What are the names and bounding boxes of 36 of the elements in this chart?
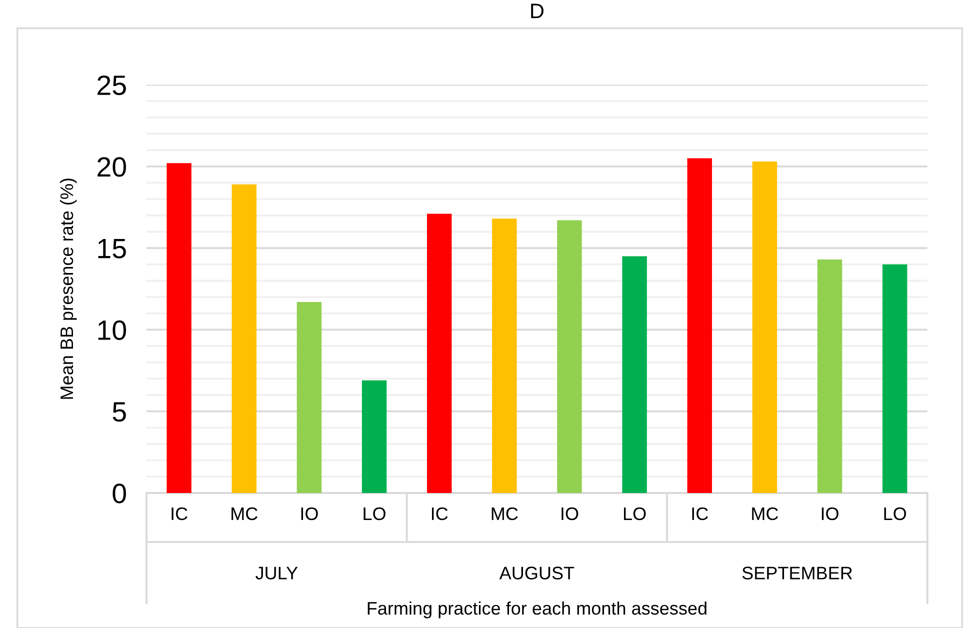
- y-tick-label: 20: [98, 157, 126, 177]
- bar: [817, 259, 842, 493]
- x-tick-label: LO: [624, 507, 646, 520]
- y-tick-label: 15: [98, 239, 126, 258]
- bar: [362, 380, 387, 493]
- bar: [426, 214, 452, 493]
- bar: [882, 264, 908, 493]
- bar: [492, 218, 517, 493]
- x-tick-label: LO: [364, 507, 386, 520]
- chart-title: D: [531, 4, 544, 18]
- y-tick-label: 0: [112, 484, 126, 504]
- bar: [232, 184, 256, 493]
- x-tick-label: IO: [822, 507, 838, 520]
- y-tick-label: 10: [98, 320, 126, 340]
- x-tick-label: MC: [232, 507, 258, 520]
- text: AUGUST: [499, 566, 574, 580]
- x-tick-label: IC: [432, 507, 448, 520]
- y-tick-label: 5: [112, 402, 126, 422]
- x-tick-label: IO: [562, 507, 578, 520]
- y-axis-title: Mean BB presence rate (%): [60, 178, 77, 399]
- y-tick-label: 25: [98, 75, 126, 96]
- bar: [752, 162, 778, 493]
- x-tick-label: IC: [692, 507, 708, 520]
- bar: [296, 302, 322, 493]
- bar: [557, 220, 582, 493]
- bar: [622, 256, 647, 493]
- bar: [687, 158, 712, 493]
- x-tick-label: MC: [752, 507, 778, 520]
- x-axis-title: Farming practice for each month assessed: [368, 601, 706, 618]
- x-tick-label: IC: [172, 507, 188, 520]
- x-tick-label: LO: [884, 507, 906, 520]
- x-tick-label: MC: [492, 507, 518, 520]
- text: JULY: [256, 566, 298, 580]
- bar: [166, 163, 192, 493]
- text: SEPTEMBER: [742, 566, 852, 580]
- x-tick-label: IO: [301, 507, 318, 520]
